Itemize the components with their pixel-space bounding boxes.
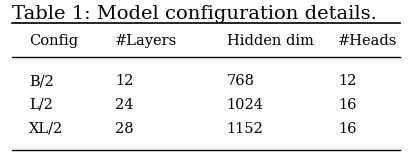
Text: 16: 16: [338, 98, 356, 112]
Text: Table 1: Model configuration details.: Table 1: Model configuration details.: [12, 5, 377, 23]
Text: #Heads: #Heads: [338, 34, 397, 48]
Text: Hidden dim: Hidden dim: [227, 34, 314, 48]
Text: 12: 12: [338, 74, 356, 88]
Text: 12: 12: [115, 74, 134, 88]
Text: 1152: 1152: [227, 122, 263, 136]
Text: 16: 16: [338, 122, 356, 136]
Text: XL/2: XL/2: [29, 122, 63, 136]
Text: B/2: B/2: [29, 74, 54, 88]
Text: Config: Config: [29, 34, 78, 48]
Text: #Layers: #Layers: [115, 34, 178, 48]
Text: 768: 768: [227, 74, 255, 88]
Text: 28: 28: [115, 122, 134, 136]
Text: L/2: L/2: [29, 98, 53, 112]
Text: 24: 24: [115, 98, 134, 112]
Text: 1024: 1024: [227, 98, 264, 112]
